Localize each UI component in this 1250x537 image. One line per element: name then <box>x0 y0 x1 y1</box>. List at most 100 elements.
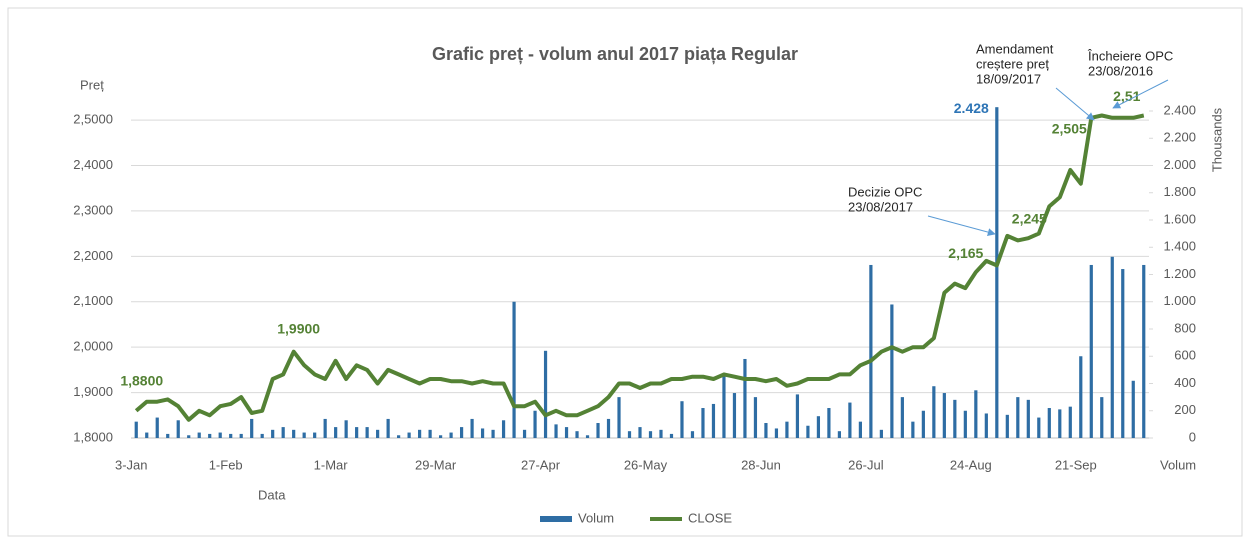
y-tick-label: 2,5000 <box>73 112 113 127</box>
volume-bar <box>355 427 359 438</box>
volume-bar <box>911 421 915 438</box>
volume-bar <box>1131 380 1135 438</box>
volume-bar <box>606 418 611 438</box>
y2-tick-label: 2.000 <box>1163 157 1196 172</box>
volume-bar <box>984 413 988 438</box>
y2-tick-label: 0 <box>1189 429 1196 444</box>
volume-bar <box>543 350 548 438</box>
y2-tick-label: 1.600 <box>1163 211 1196 226</box>
chart-title: Grafic preț - volum anul 2017 piața Regu… <box>432 44 798 64</box>
volume-bar <box>627 431 632 438</box>
volume-bar <box>323 418 327 438</box>
volume-bar <box>795 394 800 438</box>
volume-bar <box>470 418 474 438</box>
volume-bar <box>617 397 621 438</box>
y-tick-label: 2,2000 <box>73 248 113 263</box>
volume-bar <box>680 401 684 438</box>
volume-bar <box>1016 397 1020 438</box>
volume-bar <box>418 429 422 438</box>
volume-bar <box>564 427 569 438</box>
volume-bar <box>554 424 558 438</box>
volume-bar <box>638 427 642 438</box>
volume-bar <box>512 301 516 438</box>
volume-bar <box>187 435 191 438</box>
volume-bar <box>722 375 726 438</box>
volume-bar <box>900 397 904 438</box>
annotation: 23/08/2016 <box>1088 63 1153 78</box>
y2-tick-label: 2.400 <box>1163 102 1196 117</box>
annotation: 18/09/2017 <box>976 71 1041 86</box>
line-value-label: 1,8800 <box>120 372 163 388</box>
legend-label: CLOSE <box>688 510 732 525</box>
volume-bar <box>344 420 348 438</box>
line-value-label: 2,165 <box>948 245 983 261</box>
y-tick-label: 1,9000 <box>73 384 113 399</box>
volume-bar <box>1037 417 1041 438</box>
annotation-arrow <box>1112 79 1169 109</box>
volume-bar <box>218 432 222 438</box>
x-tick-label: 29-Mar <box>415 457 457 472</box>
volume-bar <box>848 402 852 438</box>
annotation: 23/08/2017 <box>848 199 913 214</box>
volume-bar <box>575 431 579 438</box>
x-tick-label: 24-Aug <box>950 457 992 472</box>
close-line <box>134 113 1145 422</box>
volume-bar <box>176 420 180 438</box>
volume-bar <box>774 428 779 438</box>
volume-bar <box>229 433 233 438</box>
y2-axis-label: Thousands <box>1209 107 1224 172</box>
y-tick-label: 2,1000 <box>73 293 113 308</box>
y-tick-label: 2,3000 <box>73 202 113 217</box>
volume-bar <box>1121 269 1125 438</box>
volume-bar <box>1005 414 1009 438</box>
volume-bar <box>785 421 789 438</box>
annotation: Decizie OPC <box>848 184 922 199</box>
volume-bar <box>879 429 883 438</box>
volume-bar <box>145 432 149 438</box>
x-tick-label: 28-Jun <box>741 457 781 472</box>
volume-bar <box>166 433 170 438</box>
volume-bar <box>533 410 537 438</box>
volume-bar <box>239 433 243 438</box>
annotation-arrow <box>927 215 996 236</box>
line-value-label: 1,9900 <box>277 320 320 336</box>
volume-bar <box>1068 406 1072 438</box>
y-tick-label: 2,4000 <box>73 157 113 172</box>
volume-bar <box>134 421 138 438</box>
y2-tick-label: 600 <box>1174 348 1196 363</box>
volume-bar <box>827 408 831 438</box>
chart-frame <box>7 7 1243 537</box>
volume-bar <box>428 429 432 438</box>
volume-bar <box>480 428 485 438</box>
volume-bar <box>302 432 306 438</box>
legend-label: Volum <box>578 510 614 525</box>
volume-bar <box>1110 256 1114 438</box>
volume-bar <box>711 403 716 438</box>
volume-bar <box>1089 264 1093 438</box>
volume-bar <box>806 425 810 438</box>
volume-bar <box>648 431 653 438</box>
volume-bar <box>334 427 338 438</box>
y2-tick-label: 200 <box>1174 402 1196 417</box>
volume-bar <box>953 399 957 438</box>
volume-bar <box>1100 397 1104 438</box>
volume-bar <box>281 427 285 438</box>
x-axis-label: Data <box>258 487 286 502</box>
y2-tick-label: 1.400 <box>1163 239 1196 254</box>
line-value-label: 2,245 <box>1012 211 1047 227</box>
annotation: Amendament <box>976 41 1054 56</box>
volume-bar <box>963 410 967 438</box>
volume-bar <box>208 433 212 438</box>
volume-bar <box>1026 399 1030 438</box>
volume-bar <box>1047 408 1051 438</box>
volume-bar <box>1079 356 1083 438</box>
volume-bar <box>690 431 695 438</box>
annotation-arrow <box>1055 87 1095 121</box>
x-tick-label: 21-Sep <box>1055 457 1097 472</box>
y2-tick-label: 400 <box>1174 375 1196 390</box>
volume-bar <box>449 432 453 438</box>
volume-bar <box>397 435 401 438</box>
volume-bar <box>596 423 600 438</box>
y2-tick-label: 2.200 <box>1163 130 1196 145</box>
